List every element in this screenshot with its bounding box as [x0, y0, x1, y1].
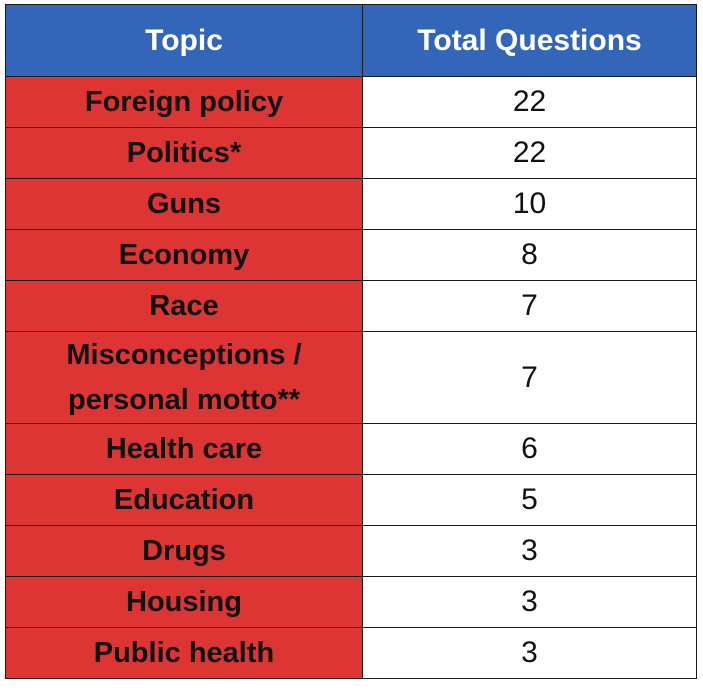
- topic-cell: Misconceptions / personal motto**: [5, 331, 363, 424]
- topic-cell: Public health: [5, 627, 363, 679]
- total-cell: 8: [362, 229, 697, 281]
- topic-cell: Economy: [5, 229, 363, 281]
- total-cell: 3: [362, 627, 697, 679]
- topic-cell: Guns: [5, 178, 363, 230]
- table-row: Politics* 22: [5, 127, 697, 179]
- topic-cell: Education: [5, 474, 363, 526]
- table-row: Guns 10: [5, 178, 697, 230]
- topics-table: Topic Total Questions Foreign policy 22 …: [5, 4, 697, 679]
- total-cell: 7: [362, 280, 697, 332]
- topic-cell: Politics*: [5, 127, 363, 179]
- topic-cell: Health care: [5, 423, 363, 475]
- total-cell: 22: [362, 76, 697, 128]
- total-cell: 22: [362, 127, 697, 179]
- total-cell: 5: [362, 474, 697, 526]
- total-cell: 10: [362, 178, 697, 230]
- table-row: Misconceptions / personal motto** 7: [5, 331, 697, 424]
- header-total-questions: Total Questions: [362, 4, 697, 77]
- table-row: Foreign policy 22: [5, 76, 697, 128]
- total-cell: 6: [362, 423, 697, 475]
- topic-cell: Drugs: [5, 525, 363, 577]
- topic-cell: Foreign policy: [5, 76, 363, 128]
- table-row: Drugs 3: [5, 525, 697, 577]
- total-cell: 3: [362, 576, 697, 628]
- total-cell: 3: [362, 525, 697, 577]
- topic-cell: Race: [5, 280, 363, 332]
- table-row: Economy 8: [5, 229, 697, 281]
- header-topic: Topic: [5, 4, 363, 77]
- table-header-row: Topic Total Questions: [5, 4, 697, 77]
- topics-table-container: Topic Total Questions Foreign policy 22 …: [5, 4, 697, 679]
- table-row: Health care 6: [5, 423, 697, 475]
- table-row: Race 7: [5, 280, 697, 332]
- table-row: Public health 3: [5, 627, 697, 679]
- table-row: Education 5: [5, 474, 697, 526]
- table-row: Housing 3: [5, 576, 697, 628]
- total-cell: 7: [362, 331, 697, 424]
- topic-cell: Housing: [5, 576, 363, 628]
